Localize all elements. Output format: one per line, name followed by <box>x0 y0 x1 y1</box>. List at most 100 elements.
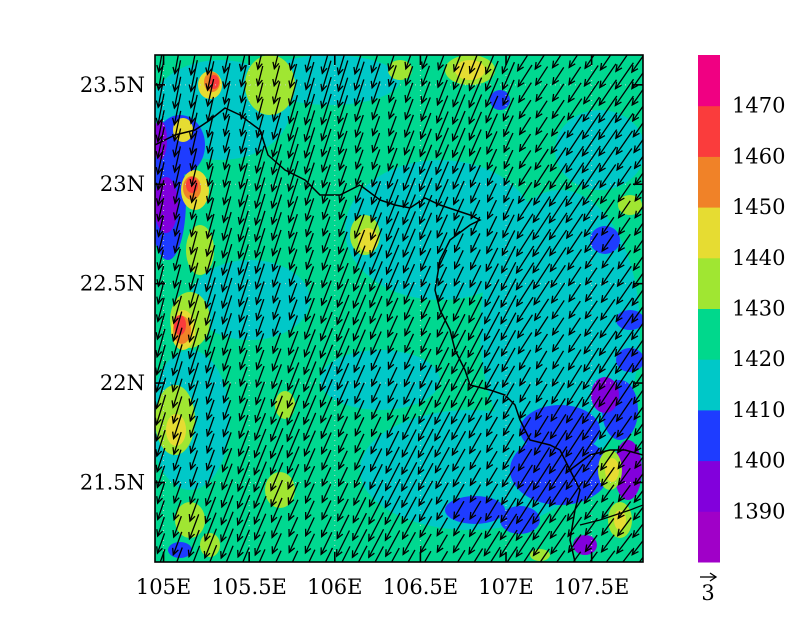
colorbar-swatch <box>698 55 720 107</box>
wind-vector <box>238 297 249 324</box>
wind-vector <box>321 449 332 471</box>
wind-vector <box>418 194 433 225</box>
wind-vector <box>583 465 600 489</box>
wind-vector <box>467 379 484 408</box>
wind-vector <box>271 96 281 123</box>
wind-vector <box>418 380 433 407</box>
wind-vector <box>239 99 247 121</box>
wind-vector <box>599 164 617 189</box>
wind-vector <box>320 414 333 440</box>
wind-vector <box>189 130 198 156</box>
wind-vector <box>385 530 401 558</box>
wind-vector <box>518 82 532 104</box>
wind-vector <box>222 164 231 189</box>
wind-vector <box>172 55 180 76</box>
wind-vector <box>487 183 497 204</box>
wind-vector <box>171 295 183 325</box>
wind-vector <box>338 199 348 221</box>
wind-vector <box>172 181 181 205</box>
wind-vector <box>387 65 397 88</box>
colorbar: 1390 1400 1410 1420 1430 1440 1450 1460 1470 <box>698 55 785 563</box>
wind-vector <box>320 280 332 307</box>
wind-vector <box>617 200 631 219</box>
wind-vector <box>369 212 383 241</box>
wind-vector <box>371 366 382 388</box>
wind-vector <box>353 245 366 275</box>
wind-vector <box>631 338 643 358</box>
wind-vector <box>565 196 584 224</box>
wind-vector <box>517 464 533 490</box>
wind-vector <box>338 182 348 204</box>
wind-vector <box>353 347 366 374</box>
wind-vector <box>255 316 265 338</box>
wind-vector <box>501 466 516 488</box>
wind-vector <box>188 380 199 407</box>
wind-vector <box>270 395 283 426</box>
wind-vector <box>502 214 515 239</box>
wind-vector <box>187 294 200 327</box>
wind-vector <box>483 311 501 342</box>
wind-vector <box>172 146 182 174</box>
wind-vector <box>523 546 535 562</box>
wind-vector <box>473 548 484 562</box>
wind-vector <box>517 332 533 355</box>
wind-vector <box>470 249 481 271</box>
wind-vector <box>469 500 482 521</box>
wind-vector <box>354 382 365 405</box>
wind-vector <box>598 346 617 374</box>
wind-vector <box>501 230 516 257</box>
wind-vector <box>272 316 281 338</box>
wind-vector <box>253 210 266 243</box>
wind-vector <box>288 55 296 72</box>
wind-vector <box>172 466 182 488</box>
wind-vector <box>272 55 280 71</box>
wind-vector <box>385 194 399 225</box>
wind-vector <box>237 227 249 260</box>
wind-vector <box>501 55 511 75</box>
wind-vector <box>205 229 215 258</box>
wind-vector <box>468 55 478 75</box>
wind-vector <box>253 444 267 476</box>
wind-vector <box>205 364 216 390</box>
wind-vector <box>565 129 584 157</box>
wind-vector <box>304 61 315 91</box>
wind-vector <box>453 216 464 238</box>
wind-vector <box>420 265 431 288</box>
wind-vector <box>370 55 379 74</box>
wind-vector <box>155 126 165 160</box>
wind-vector <box>222 348 232 372</box>
wind-vector <box>288 266 298 288</box>
wind-vector <box>238 314 249 339</box>
wind-vector <box>451 430 467 457</box>
wind-vector <box>549 247 567 273</box>
wind-vector <box>188 362 200 392</box>
wind-vector <box>220 495 234 526</box>
wind-vector <box>386 163 399 190</box>
wind-vector <box>517 448 533 472</box>
wind-vector <box>503 166 514 187</box>
wind-vector <box>321 467 332 488</box>
wind-vector <box>434 395 451 426</box>
wind-vector <box>599 431 617 456</box>
wind-vector <box>238 163 248 190</box>
wind-vector <box>354 114 364 138</box>
wind-vector <box>468 94 483 126</box>
wind-vector <box>354 149 364 171</box>
wind-vector <box>451 413 467 441</box>
wind-vector <box>189 231 198 256</box>
wind-vector <box>565 213 584 240</box>
wind-vector <box>237 430 250 458</box>
contour-blob-1410 <box>190 260 310 340</box>
wind-vector <box>320 93 332 126</box>
wind-vector <box>319 327 334 359</box>
wind-vector <box>209 544 218 562</box>
wind-vector <box>254 531 266 557</box>
wind-vector <box>516 213 534 240</box>
wind-vector <box>255 281 265 306</box>
wind-vector <box>417 445 434 476</box>
contour-blob-1440 <box>614 510 626 530</box>
wind-vector <box>551 83 565 103</box>
wind-vector <box>451 110 466 142</box>
wind-vector <box>633 138 643 154</box>
wind-vector <box>452 162 466 191</box>
